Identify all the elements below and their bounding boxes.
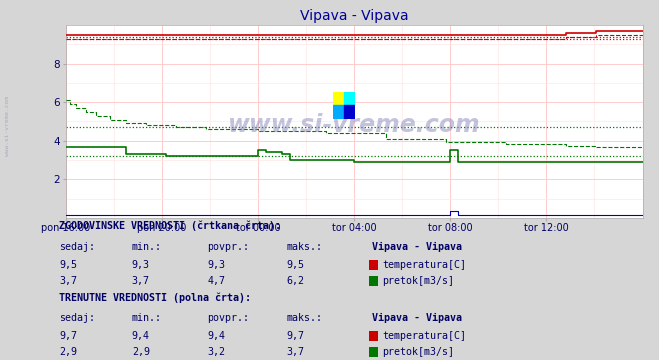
Text: Vipava - Vipava: Vipava - Vipava bbox=[372, 242, 463, 252]
Bar bbox=[333, 105, 344, 119]
Text: maks.:: maks.: bbox=[287, 242, 323, 252]
Text: maks.:: maks.: bbox=[287, 313, 323, 323]
Text: 9,7: 9,7 bbox=[287, 331, 304, 341]
Bar bbox=[333, 92, 344, 105]
Text: 9,3: 9,3 bbox=[132, 260, 150, 270]
Text: www.si-vreme.com: www.si-vreme.com bbox=[5, 96, 11, 156]
Text: min.:: min.: bbox=[132, 313, 162, 323]
Text: 3,7: 3,7 bbox=[59, 276, 77, 287]
Text: 9,4: 9,4 bbox=[132, 331, 150, 341]
Text: povpr.:: povpr.: bbox=[208, 242, 250, 252]
Text: sedaj:: sedaj: bbox=[59, 242, 96, 252]
Text: pretok[m3/s]: pretok[m3/s] bbox=[382, 347, 454, 357]
Text: 3,2: 3,2 bbox=[208, 347, 225, 357]
Text: 3,7: 3,7 bbox=[287, 347, 304, 357]
Text: 9,3: 9,3 bbox=[208, 260, 225, 270]
Text: temperatura[C]: temperatura[C] bbox=[382, 331, 466, 341]
Text: 2,9: 2,9 bbox=[132, 347, 150, 357]
Text: 9,7: 9,7 bbox=[59, 331, 77, 341]
Bar bbox=[344, 92, 355, 105]
Text: sedaj:: sedaj: bbox=[59, 313, 96, 323]
Text: ZGODOVINSKE VREDNOSTI (črtkana črta):: ZGODOVINSKE VREDNOSTI (črtkana črta): bbox=[59, 220, 281, 231]
Text: 6,2: 6,2 bbox=[287, 276, 304, 287]
Text: min.:: min.: bbox=[132, 242, 162, 252]
Text: 9,4: 9,4 bbox=[208, 331, 225, 341]
Text: temperatura[C]: temperatura[C] bbox=[382, 260, 466, 270]
Text: Vipava - Vipava: Vipava - Vipava bbox=[372, 313, 463, 323]
Text: 3,7: 3,7 bbox=[132, 276, 150, 287]
Text: 9,5: 9,5 bbox=[59, 260, 77, 270]
Text: 4,7: 4,7 bbox=[208, 276, 225, 287]
Title: Vipava - Vipava: Vipava - Vipava bbox=[300, 9, 409, 23]
Text: 9,5: 9,5 bbox=[287, 260, 304, 270]
Text: pretok[m3/s]: pretok[m3/s] bbox=[382, 276, 454, 287]
Bar bbox=[344, 105, 355, 119]
Text: TRENUTNE VREDNOSTI (polna črta):: TRENUTNE VREDNOSTI (polna črta): bbox=[59, 292, 251, 303]
Text: www.si-vreme.com: www.si-vreme.com bbox=[228, 113, 480, 138]
Text: povpr.:: povpr.: bbox=[208, 313, 250, 323]
Text: 2,9: 2,9 bbox=[59, 347, 77, 357]
